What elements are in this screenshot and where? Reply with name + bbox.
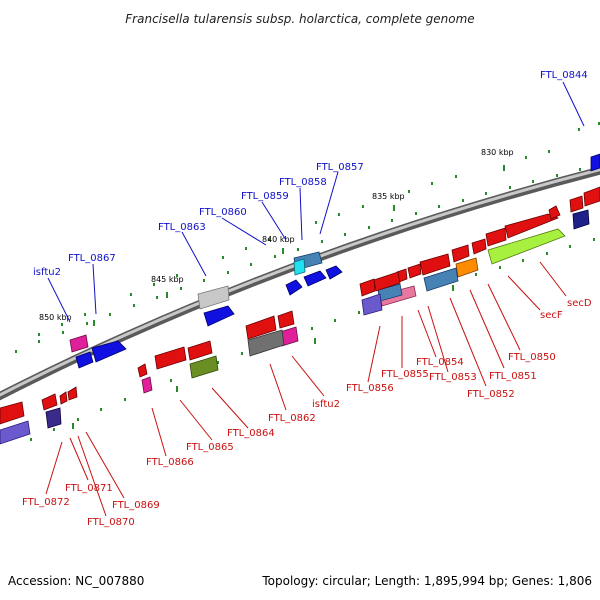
gene-label-ftl0860[interactable]: FTL_0860 [199, 207, 247, 218]
gene-ftl0867[interactable] [91, 340, 127, 363]
gene-label-ftl0854[interactable]: FTL_0854 [416, 357, 464, 368]
gene-ftl0853b[interactable] [419, 253, 451, 276]
gene-secF-red[interactable] [504, 213, 560, 239]
gene-label-ftl0871[interactable]: FTL_0871 [65, 483, 113, 494]
gene-ftl0852[interactable] [455, 257, 479, 278]
ruler-dots-upper [15, 122, 600, 353]
gene-ftl0844[interactable] [590, 153, 600, 172]
leader-lines-blue [47, 81, 585, 323]
gene-label-ftl0856[interactable]: FTL_0856 [346, 383, 394, 394]
gene-label-ftl0850[interactable]: FTL_0850 [508, 352, 556, 363]
gene-ftl0866[interactable] [141, 376, 153, 394]
forward-genes [69, 153, 600, 369]
gene-label-isftu2-bottom[interactable]: isftu2 [312, 399, 340, 410]
tick-label-835: 835 kbp [372, 192, 405, 201]
gene-ftl0859b[interactable] [285, 279, 303, 296]
reverse-genes [0, 186, 600, 445]
gene-ftl0850[interactable] [487, 228, 566, 265]
gene-ftl0852b[interactable] [451, 244, 470, 263]
tick-label-845: 845 kbp [151, 275, 184, 284]
gene-label-ftl0844[interactable]: FTL_0844 [540, 70, 588, 81]
gene-label-ftl0866[interactable]: FTL_0866 [146, 457, 194, 468]
gene-label-ftl0872[interactable]: FTL_0872 [22, 497, 70, 508]
gene-label-ftl0859[interactable]: FTL_0859 [241, 191, 289, 202]
gene-ftl0862[interactable] [247, 329, 285, 357]
gene-label-ftl0863[interactable]: FTL_0863 [158, 222, 206, 233]
gene-label-ftl0858[interactable]: FTL_0858 [279, 177, 327, 188]
gene-label-secF[interactable]: secF [540, 310, 563, 321]
accession-text: Accession: NC_007880 [8, 574, 144, 588]
gene-label-isftu2-top[interactable]: isftu2 [33, 267, 61, 278]
gene-label-ftl0855[interactable]: FTL_0855 [381, 369, 429, 380]
gene-label-ftl0870[interactable]: FTL_0870 [87, 517, 135, 528]
gene-isftu2-top[interactable] [69, 334, 89, 353]
gene-ftl0869[interactable] [67, 386, 78, 401]
gene-ftl0862b[interactable] [245, 315, 277, 340]
gene-ftl0856b[interactable] [359, 278, 376, 297]
gene-ftl0867b[interactable] [75, 351, 94, 369]
gene-secD[interactable] [569, 195, 584, 213]
gene-secF-redarrow[interactable] [548, 205, 561, 220]
gene-ftl0860[interactable] [293, 258, 306, 276]
ruler-major-ticks-lower [72, 285, 454, 429]
gene-ftl0870[interactable] [59, 391, 68, 405]
gene-ftl0851b[interactable] [471, 238, 487, 255]
gene-ftl0864b[interactable] [187, 340, 213, 361]
leader-lines-red [45, 261, 567, 517]
gene-ftl0854[interactable] [407, 263, 422, 279]
gene-label-ftl0869[interactable]: FTL_0869 [112, 500, 160, 511]
gene-ftl0857[interactable] [325, 265, 343, 280]
gene-label-ftl0862[interactable]: FTL_0862 [268, 413, 316, 424]
ruler-major-ticks [93, 165, 505, 326]
gene-label-ftl0852[interactable]: FTL_0852 [467, 389, 515, 400]
gene-ftl0856c[interactable] [361, 293, 383, 316]
gene-ftl0853[interactable] [423, 267, 459, 292]
gene-label-ftl0867[interactable]: FTL_0867 [68, 253, 116, 264]
gene-label-ftl0857[interactable]: FTL_0857 [316, 162, 364, 173]
gene-label-ftl0851[interactable]: FTL_0851 [489, 371, 537, 382]
gene-label-ftl0865[interactable]: FTL_0865 [186, 442, 234, 453]
gene-secD-b[interactable] [583, 186, 600, 207]
gene-ftl0872[interactable] [0, 401, 25, 425]
map-title: Francisella tularensis subsp. holarctica… [125, 12, 474, 26]
gene-ftl0856[interactable] [373, 271, 401, 292]
tick-label-830: 830 kbp [481, 148, 514, 157]
gene-ftl0858[interactable] [303, 270, 327, 287]
gene-ftl0872b[interactable] [0, 420, 31, 445]
topology-summary: Topology: circular; Length: 1,895,994 bp… [261, 574, 592, 588]
gene-label-secD[interactable]: secD [567, 298, 592, 309]
tick-label-840: 840 kbp [262, 235, 295, 244]
gene-ftl0863[interactable] [197, 285, 230, 310]
gene-ftl0871b[interactable] [45, 407, 62, 429]
gene-label-ftl0853[interactable]: FTL_0853 [429, 372, 477, 383]
gene-ftl0864[interactable] [189, 355, 219, 379]
genome-backbone [0, 166, 600, 401]
gene-ftl0865[interactable] [154, 346, 187, 370]
gene-ftl0871[interactable] [41, 393, 58, 411]
gene-ftl0851[interactable] [485, 227, 507, 247]
gene-ftl0863b[interactable] [203, 305, 235, 327]
gene-ftl0866b[interactable] [137, 363, 148, 378]
tick-label-850: 850 kbp [39, 313, 72, 322]
gene-isftu2-bottom[interactable] [277, 310, 295, 329]
gene-secF-navy[interactable] [572, 209, 590, 230]
gene-label-ftl0864[interactable]: FTL_0864 [227, 428, 275, 439]
